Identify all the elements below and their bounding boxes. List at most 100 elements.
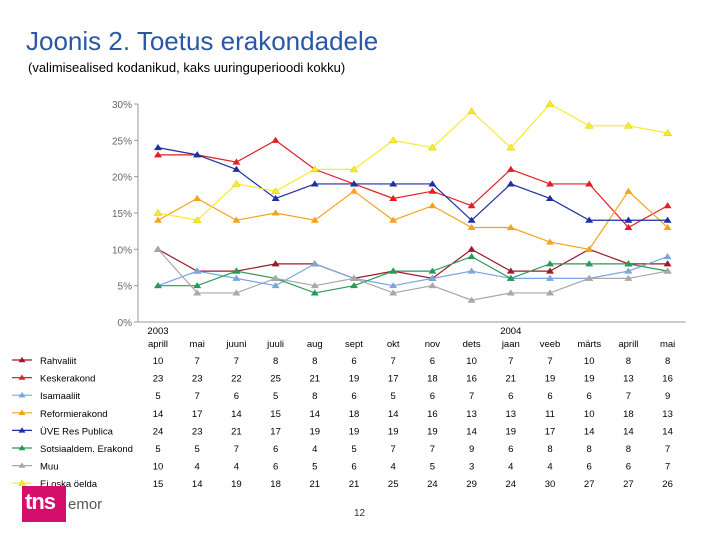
data-point [388, 136, 398, 144]
table-value: 22 [231, 374, 242, 385]
data-point [663, 253, 672, 260]
table-value: 5 [273, 391, 278, 402]
table-value: 13 [623, 374, 634, 385]
data-point [232, 274, 241, 281]
table-value: 14 [153, 409, 164, 420]
data-point [193, 194, 202, 201]
series-line [157, 103, 668, 221]
table-value: 21 [231, 426, 242, 437]
data-point [271, 260, 280, 267]
x-tick-label: aug [307, 339, 323, 350]
x-tick-label: juuli [266, 339, 284, 350]
table-value: 10 [584, 356, 595, 367]
series-line [158, 139, 668, 229]
data-point [193, 151, 202, 158]
data-point [271, 194, 280, 201]
data-point [271, 136, 280, 143]
table-value: 21 [310, 374, 321, 385]
table-value: 6 [273, 444, 278, 455]
table-value: 5 [155, 391, 160, 402]
page-number: 12 [354, 508, 366, 519]
table-value: 4 [234, 462, 239, 473]
data-point [428, 274, 437, 281]
table-value: 7 [391, 444, 396, 455]
data-point [232, 158, 241, 165]
table-value: 8 [273, 356, 278, 367]
table-value: 8 [547, 444, 552, 455]
data-point [192, 216, 202, 224]
data-point [154, 151, 162, 158]
series-line [157, 248, 668, 280]
x-tick-label: okt [387, 339, 400, 350]
data-point [546, 289, 554, 296]
data-point [154, 216, 162, 223]
year-label: 2003 [147, 326, 168, 337]
data-point [506, 223, 515, 231]
table-value: 19 [506, 426, 517, 437]
chart-subtitle: (valimisealised kodanikud, kaks uuringup… [28, 60, 346, 75]
table-value: 30 [545, 479, 556, 490]
table-value: 7 [665, 444, 670, 455]
data-point [663, 202, 672, 209]
data-point [467, 223, 476, 231]
data-point [389, 267, 398, 274]
data-point [585, 180, 594, 187]
data-point [428, 267, 437, 274]
data-point [154, 144, 162, 151]
x-tick-label: aprill [148, 339, 168, 350]
legend-marker [18, 444, 26, 451]
table-value: 23 [153, 374, 164, 385]
x-tick-label: juuni [225, 339, 246, 350]
y-tick-label: 25% [112, 136, 132, 147]
data-point [545, 99, 555, 107]
table-value: 21 [310, 479, 321, 490]
table-value: 14 [310, 409, 321, 420]
data-point [428, 282, 437, 289]
logo-box [22, 486, 66, 522]
table-value: 5 [351, 444, 356, 455]
table-value: 7 [195, 391, 200, 402]
table-value: 6 [508, 444, 513, 455]
logo-name: emor [68, 496, 103, 513]
table-value: 19 [349, 426, 360, 437]
chart-title: Joonis 2. Toetus erakondadele [26, 26, 379, 56]
table-value: 16 [427, 409, 438, 420]
table-value: 8 [665, 356, 670, 367]
data-point [663, 223, 672, 231]
data-point [389, 180, 398, 187]
table-value: 14 [662, 426, 673, 437]
table-value: 19 [310, 426, 321, 437]
table-value: 16 [466, 374, 477, 385]
data-point [506, 274, 515, 281]
x-tick-label: mai [190, 339, 205, 350]
legend-label: Keskerakond [40, 374, 95, 385]
table-value: 8 [626, 444, 631, 455]
series-line [157, 248, 668, 301]
table-value: 24 [427, 479, 438, 490]
table-value: 9 [469, 444, 474, 455]
data-point [232, 216, 241, 223]
table-value: 4 [547, 462, 552, 473]
table-value: 7 [626, 391, 631, 402]
table-value: 14 [388, 409, 399, 420]
table-value: 13 [662, 409, 673, 420]
data-point [193, 282, 202, 289]
data-point [153, 208, 163, 216]
data-point [193, 289, 202, 296]
data-point [310, 282, 319, 289]
data-point [467, 216, 476, 223]
series-line [157, 147, 668, 222]
logo-brand: tns [25, 489, 56, 514]
table-value: 7 [430, 444, 435, 455]
x-tick-label: märts [577, 339, 601, 350]
table-value: 19 [388, 426, 399, 437]
table-value: 23 [192, 374, 203, 385]
x-tick-label: aprill [618, 339, 638, 350]
table-value: 18 [623, 409, 634, 420]
legend-marker [18, 462, 26, 468]
table-value: 16 [662, 374, 673, 385]
table-value: 6 [234, 391, 239, 402]
table-value: 24 [506, 479, 517, 490]
table-value: 19 [231, 479, 242, 490]
table-value: 3 [469, 462, 474, 473]
